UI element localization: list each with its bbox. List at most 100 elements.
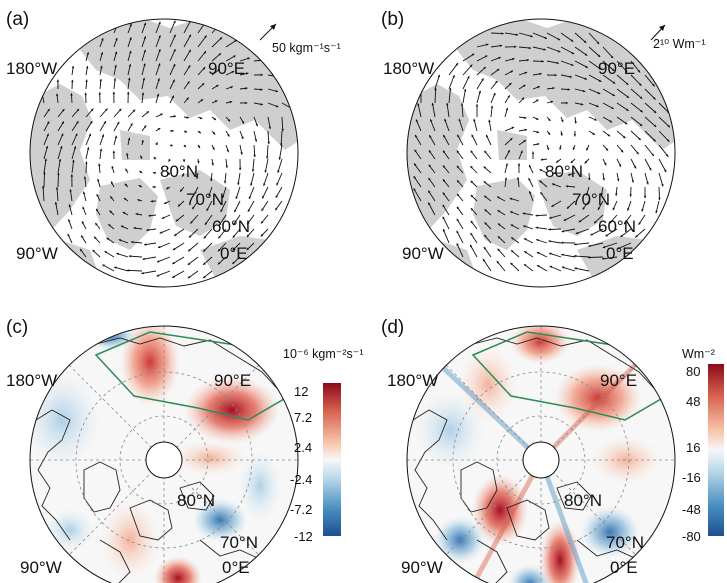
- vector-arrowhead: [653, 124, 657, 127]
- vector-arrowhead: [596, 104, 599, 108]
- vector-arrowhead: [535, 99, 539, 102]
- vector-arrowhead: [56, 93, 59, 96]
- vector-arrowhead: [246, 247, 250, 251]
- vector-arrow: [630, 88, 643, 100]
- vector-arrowhead: [206, 208, 209, 211]
- vector-arrowhead: [499, 44, 503, 47]
- vector-arrowhead: [611, 106, 614, 109]
- panel-a-lat-60n: 60°N: [212, 217, 250, 236]
- vector-arrowhead: [111, 166, 114, 169]
- vector-arrowhead: [524, 128, 527, 132]
- vector-arrowhead: [143, 36, 147, 39]
- vector-arrowhead: [55, 187, 59, 190]
- vector-arrowhead: [71, 65, 75, 69]
- vector-arrowhead: [497, 248, 500, 252]
- panel-c-tick: 12: [294, 384, 308, 399]
- vector-arrowhead: [497, 236, 501, 239]
- vector-arrowhead: [62, 109, 65, 112]
- vector-arrowhead: [609, 120, 613, 123]
- vector-arrowhead: [430, 119, 433, 122]
- vector-arrowhead: [571, 63, 574, 66]
- panel-d-colorbar-ramp: [708, 364, 724, 536]
- vector-arrowhead: [73, 146, 77, 149]
- vector-arrowhead: [105, 108, 108, 111]
- vector-arrowhead: [548, 228, 551, 231]
- vector-arrowhead: [129, 37, 132, 40]
- vector-arrow: [602, 74, 616, 84]
- vector-arrowhead: [610, 55, 614, 59]
- vector-arrowhead: [641, 209, 644, 212]
- vector-arrowhead: [549, 216, 552, 219]
- vector-arrowhead: [537, 86, 540, 89]
- vector-arrow: [431, 102, 436, 118]
- vector-arrowhead: [539, 180, 542, 183]
- vector-arrowhead: [602, 178, 605, 181]
- vector-arrowhead: [187, 81, 190, 84]
- vector-arrowhead: [219, 222, 222, 226]
- vector-arrowhead: [266, 156, 269, 159]
- vector-arrow: [142, 256, 157, 260]
- vector-arrow: [560, 46, 575, 55]
- panel-d-lon-180w: 180°W: [387, 371, 438, 390]
- vector-arrowhead: [278, 157, 281, 160]
- vector-arrowhead: [211, 163, 214, 166]
- panel-b-scale-label: 2¹⁰ Wm⁻¹: [653, 37, 706, 51]
- vector-arrowhead: [552, 87, 555, 90]
- vector-arrowhead: [511, 250, 514, 253]
- vector-arrowhead: [167, 172, 171, 175]
- vector-arrowhead: [563, 218, 567, 221]
- vector-arrowhead: [617, 178, 620, 182]
- vector-arrowhead: [638, 222, 641, 225]
- vector-arrowhead: [68, 219, 71, 222]
- vector-arrow: [434, 87, 437, 104]
- vector-arrowhead: [561, 253, 564, 256]
- vector-arrowhead: [137, 199, 140, 202]
- panel-d-lon-0e: 0°E: [610, 558, 638, 577]
- vector-arrow: [57, 158, 61, 174]
- vector-arrow: [456, 230, 464, 244]
- vector-arrowhead: [497, 210, 501, 213]
- vector-arrow: [114, 266, 129, 272]
- vector-arrowhead: [146, 111, 149, 114]
- vector-arrowhead: [104, 251, 108, 254]
- vector-arrow: [644, 144, 655, 157]
- vector-arrow: [127, 269, 143, 272]
- vector-arrowhead: [241, 136, 244, 140]
- vector-arrowhead: [428, 150, 432, 153]
- vector-arrow: [442, 216, 450, 230]
- vector-arrowhead: [203, 249, 206, 252]
- vector-arrow: [644, 74, 655, 87]
- vector-arrowhead: [100, 52, 103, 55]
- vector-arrowhead: [443, 150, 446, 154]
- vector-arrowhead: [463, 88, 467, 92]
- vector-arrowhead: [94, 236, 97, 240]
- vector-arrowhead: [101, 38, 104, 41]
- vector-arrowhead: [531, 151, 535, 154]
- vector-arrowhead: [161, 216, 165, 219]
- vector-arrowhead: [223, 180, 227, 184]
- vector-arrowhead: [417, 103, 420, 106]
- vector-arrowhead: [80, 248, 83, 252]
- vector-arrow: [43, 158, 47, 174]
- vector-arrow: [413, 188, 422, 202]
- vector-arrowhead: [253, 154, 256, 158]
- vector-arrowhead: [132, 109, 136, 113]
- vector-arrowhead: [222, 195, 225, 198]
- vector-arrowhead: [543, 48, 546, 51]
- vector-arrowhead: [470, 232, 473, 236]
- vector-arrowhead: [57, 172, 60, 175]
- vector-arrow: [446, 102, 450, 118]
- vector-arrowhead: [501, 32, 504, 35]
- vector-arrowhead: [124, 183, 128, 187]
- vector-arrow: [630, 102, 644, 113]
- vector-arrowhead: [182, 174, 185, 177]
- vector-arrowhead: [215, 85, 219, 88]
- vector-arrowhead: [171, 129, 174, 133]
- vector-arrowhead: [138, 185, 142, 188]
- vector-arrow: [183, 19, 192, 34]
- vector-arrowhead: [135, 212, 139, 216]
- vector-arrowhead: [535, 214, 538, 217]
- vector-arrowhead: [442, 179, 446, 182]
- vector-arrowhead: [443, 134, 446, 138]
- vector-arrowhead: [456, 230, 459, 234]
